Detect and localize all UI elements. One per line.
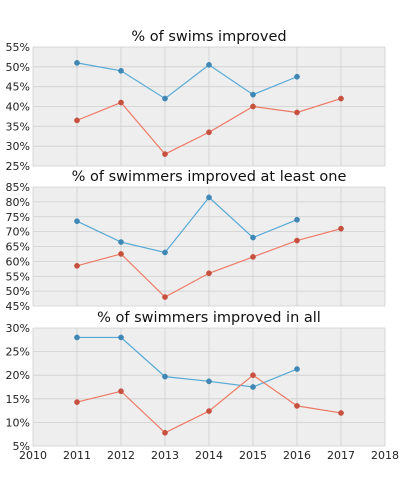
data-point-red [118, 99, 124, 106]
series-line-blue [76, 196, 298, 254]
y-tick-label: 80% [6, 196, 30, 209]
y-tick-label: 65% [6, 241, 30, 254]
y-tick-label: 30% [6, 322, 30, 335]
data-point-red [74, 399, 80, 405]
data-point-blue [162, 249, 168, 256]
data-point-red [206, 408, 212, 414]
panel-title: % of swimmers improved in all [97, 310, 321, 326]
data-point-red [74, 262, 80, 269]
data-point-blue [206, 194, 212, 201]
y-tick-label: 10% [6, 416, 30, 429]
y-tick-label: 55% [6, 41, 30, 54]
data-point-blue [206, 378, 212, 385]
y-tick-label: 5% [13, 440, 30, 453]
y-tick-label: 60% [6, 255, 30, 268]
data-point-blue [294, 216, 300, 223]
data-point-red [294, 403, 300, 409]
data-point-red [118, 388, 124, 395]
data-point-red [206, 270, 212, 277]
data-point-blue [294, 73, 300, 80]
data-point-red [74, 117, 80, 124]
y-tick-label: 15% [6, 393, 30, 406]
x-tick-label: 2013 [151, 449, 179, 462]
x-tick-label: 2017 [327, 449, 355, 462]
data-point-red [294, 109, 300, 116]
data-point-blue [162, 95, 168, 102]
panel-1: 25% 30% 35% 40% 45% 50% 55% % of swims improved [6, 29, 386, 173]
panel-2: 45% 50% 55% 60%65% 70% 75% 80% 85% % of swimmers… [6, 169, 386, 313]
data-point-blue [74, 218, 80, 225]
data-point-red [338, 225, 344, 232]
data-point-red [118, 251, 124, 257]
x-tick-label: 2010 [19, 449, 47, 462]
y-tick-label: 45% [6, 300, 30, 313]
x-tick-label: 2014 [195, 449, 223, 462]
y-tick-label: 50% [6, 61, 30, 74]
y-tick-label: 70% [6, 226, 30, 239]
panel-title: % of swims improved [131, 29, 286, 45]
data-point-blue [118, 239, 124, 245]
panel-title: % of swimmers improved at least one [72, 169, 347, 185]
data-point-red [250, 103, 256, 110]
data-point-red [206, 129, 212, 136]
y-tick-label: 45% [6, 81, 30, 94]
data-point-red [162, 151, 168, 157]
y-tick-label: 40% [6, 101, 30, 114]
data-point-blue [118, 67, 124, 74]
y-tick-label: 25% [6, 346, 30, 359]
data-point-red [162, 294, 168, 300]
x-tick-label: 2015 [239, 449, 267, 462]
x-tick-label: 2012 [107, 449, 135, 462]
data-point-blue [250, 234, 256, 241]
x-tick-label: 2011 [63, 449, 91, 462]
y-tick-label: 35% [6, 120, 30, 133]
data-point-blue [74, 60, 80, 66]
x-tick-label: 2018 [371, 449, 399, 462]
data-point-red [338, 410, 344, 416]
y-tick-label: 30% [6, 140, 30, 153]
data-point-red [250, 254, 256, 260]
data-point-blue [294, 366, 300, 372]
series-line-blue [77, 336, 298, 388]
y-tick-label: 50% [6, 285, 30, 298]
y-tick-label: 55% [6, 270, 30, 283]
panel-3: 5% 10% 15% 20% 25% 30% % of swimmers improved … [6, 310, 386, 453]
data-point-blue [206, 62, 212, 68]
series-line-blue [76, 62, 298, 100]
y-tick-label: 85% [6, 181, 30, 194]
data-point-blue [162, 373, 168, 380]
data-point-red [338, 95, 344, 102]
data-point-blue [250, 91, 256, 98]
data-point-blue [74, 334, 80, 341]
data-point-red [294, 237, 300, 244]
data-point-blue [250, 384, 256, 390]
y-tick-label: 75% [6, 211, 30, 224]
y-tick-label: 20% [6, 369, 30, 382]
y-tick-label: 25% [6, 160, 30, 173]
x-tick-label: 2016 [283, 449, 311, 462]
data-point-blue [118, 334, 124, 341]
data-point-red [162, 429, 168, 436]
data-point-red [250, 372, 256, 379]
